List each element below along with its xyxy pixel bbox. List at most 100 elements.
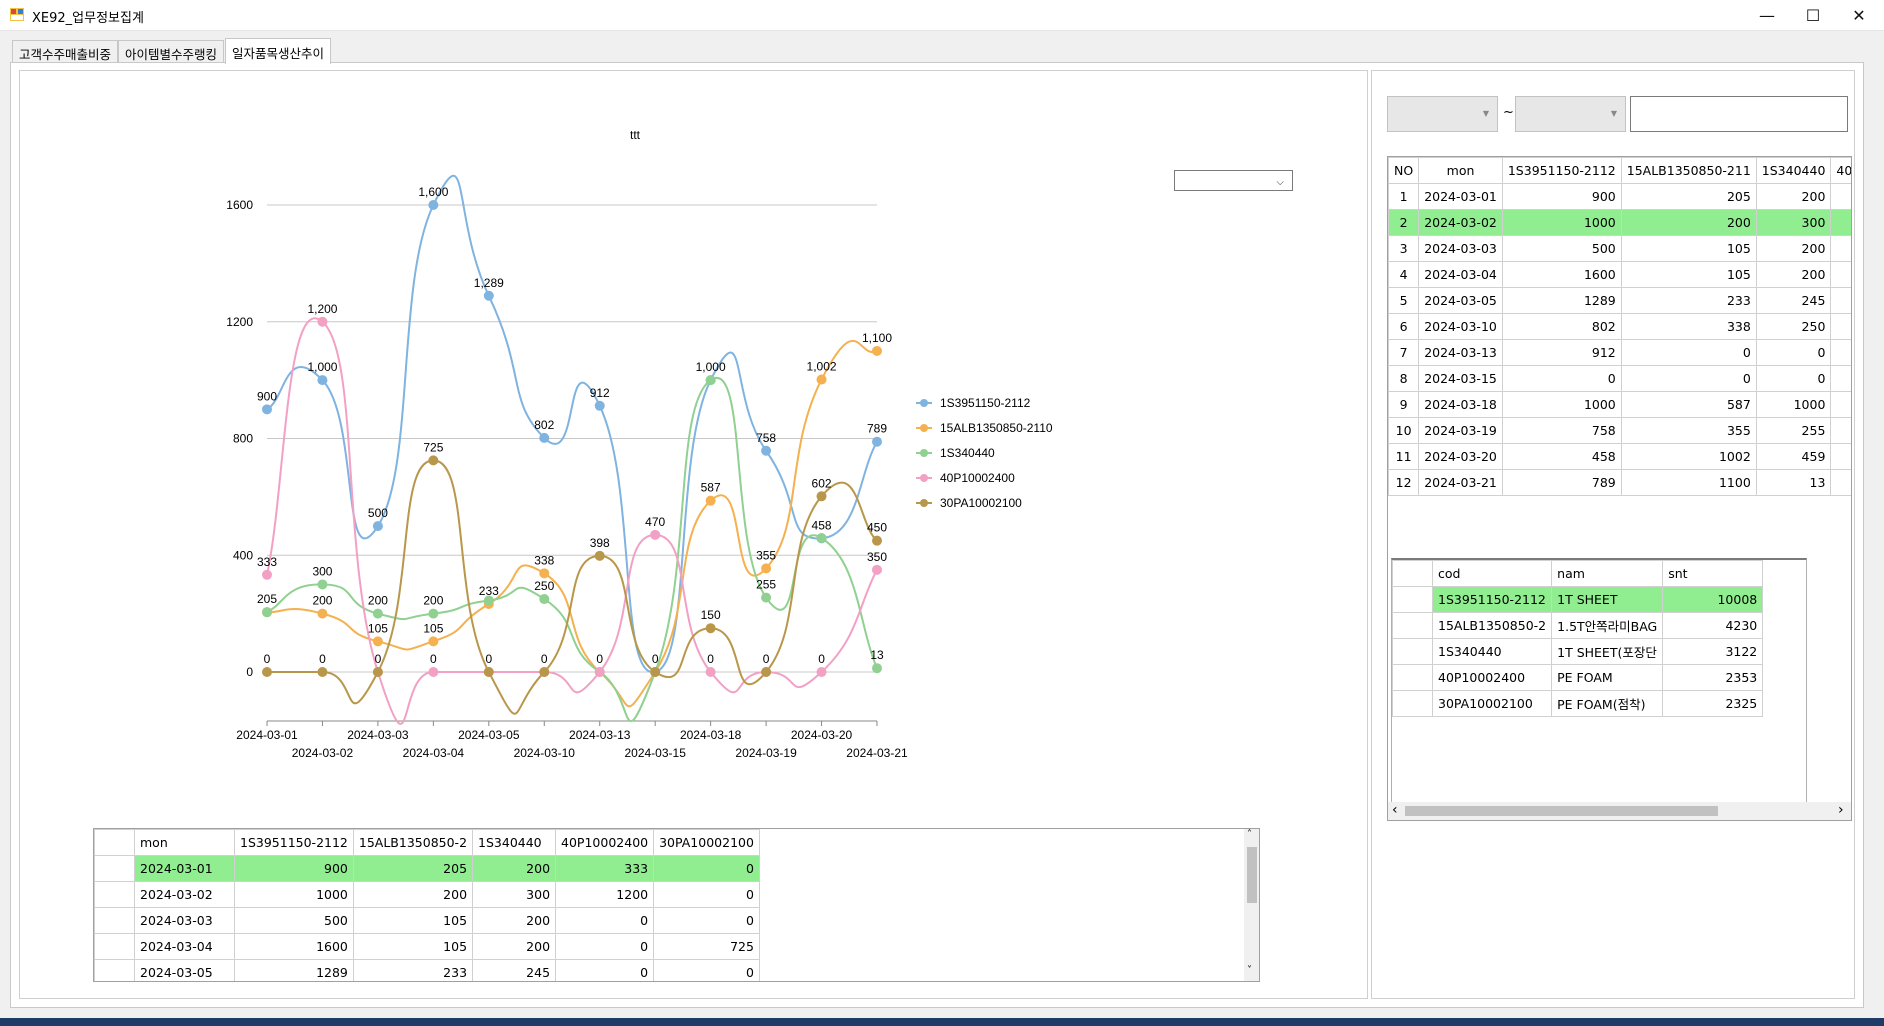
table-cell[interactable]: 11	[1388, 443, 1420, 470]
column-header[interactable]: cod	[1431, 560, 1553, 587]
table-cell[interactable]	[1830, 235, 1851, 262]
row-header[interactable]	[94, 907, 135, 934]
row-header[interactable]	[94, 933, 135, 960]
table-cell[interactable]: 12	[1388, 469, 1420, 496]
column-header[interactable]: NO	[1388, 157, 1420, 184]
column-header[interactable]: mon	[134, 829, 235, 856]
table-row[interactable]: 15ALB1350850-2 1.5T안쪽라미BAG 4230	[1392, 612, 1764, 639]
table-cell[interactable]: 1289	[1501, 287, 1622, 314]
table-cell[interactable]: 2024-03-04	[134, 933, 235, 960]
table-cell[interactable]: 900	[1501, 183, 1622, 210]
table-cell[interactable]: 912	[1501, 339, 1622, 366]
table-cell[interactable]: 200	[472, 907, 557, 934]
table-cell[interactable]: 1000	[234, 881, 354, 908]
table-cell[interactable]: 2024-03-21	[1418, 469, 1503, 496]
table-cell[interactable]: 0	[1620, 339, 1757, 366]
item-total-grid[interactable]: cod nam snt 1S3951150-2112 1T SHEET 10008 15AL…	[1391, 558, 1807, 820]
table-cell[interactable]: 2024-03-18	[1418, 391, 1503, 418]
table-cell[interactable]: 200	[1755, 261, 1832, 288]
table-cell[interactable]: 1S3951150-2112	[1431, 586, 1553, 613]
table-row[interactable]: 10 2024-03-19 758 355 255	[1388, 417, 1851, 444]
table-cell[interactable]: 200	[472, 933, 557, 960]
table-row[interactable]: 5 2024-03-05 1289 233 245	[1388, 287, 1851, 314]
table-cell[interactable]: 1600	[1501, 261, 1622, 288]
table-cell[interactable]: 245	[472, 959, 557, 981]
column-header[interactable]: mon	[1418, 157, 1503, 184]
table-cell[interactable]: 105	[1620, 261, 1757, 288]
table-cell[interactable]: 900	[234, 855, 354, 882]
table-cell[interactable]: 200	[1755, 235, 1832, 262]
table-cell[interactable]: 200	[1620, 209, 1757, 236]
table-cell[interactable]: 802	[1501, 313, 1622, 340]
tab-daily-production[interactable]: 일자품목생산추이	[225, 38, 332, 64]
table-cell[interactable]: 0	[1501, 365, 1622, 392]
to-date-combo[interactable]: ▼	[1515, 96, 1626, 132]
table-cell[interactable]: 0	[653, 907, 760, 934]
row-header-corner[interactable]	[94, 829, 135, 856]
table-cell[interactable]: 13	[1755, 469, 1832, 496]
table-cell[interactable]: 10008	[1662, 586, 1764, 613]
table-cell[interactable]: 0	[555, 933, 655, 960]
table-cell[interactable]: 459	[1755, 443, 1832, 470]
table-cell[interactable]: 2024-03-19	[1418, 417, 1503, 444]
table-cell[interactable]: 15ALB1350850-2	[1431, 612, 1553, 639]
table-cell[interactable]	[1830, 365, 1851, 392]
table-cell[interactable]	[1830, 287, 1851, 314]
table-cell[interactable]: 2024-03-15	[1418, 365, 1503, 392]
table-cell[interactable]: 1200	[555, 881, 655, 908]
table-cell[interactable]: 105	[352, 933, 474, 960]
table-cell[interactable]: 500	[1501, 235, 1622, 262]
table-cell[interactable]: 200	[1755, 183, 1832, 210]
table-cell[interactable]: 0	[1620, 365, 1757, 392]
table-cell[interactable]: 2024-03-03	[1418, 235, 1503, 262]
table-row[interactable]: 11 2024-03-20 458 1002 459	[1388, 443, 1851, 470]
table-cell[interactable]: 0	[653, 881, 760, 908]
table-row[interactable]: 9 2024-03-18 1000 587 1000	[1388, 391, 1851, 418]
table-cell[interactable]: 2353	[1662, 664, 1764, 691]
table-cell[interactable]: 300	[1755, 209, 1832, 236]
table-cell[interactable]: 245	[1755, 287, 1832, 314]
table-cell[interactable]	[1830, 209, 1851, 236]
row-header[interactable]	[94, 855, 135, 882]
table-cell[interactable]: 2024-03-03	[134, 907, 235, 934]
table-cell[interactable]: 758	[1501, 417, 1622, 444]
table-cell[interactable]: 355	[1620, 417, 1757, 444]
table-cell[interactable]: 40P10002400	[1431, 664, 1553, 691]
from-date-combo[interactable]: ▼	[1387, 96, 1498, 132]
row-header[interactable]	[94, 959, 135, 981]
table-cell[interactable]: 205	[1620, 183, 1757, 210]
table-cell[interactable]: 1000	[1501, 209, 1622, 236]
horizontal-scroll-thumb[interactable]	[1405, 806, 1718, 816]
table-cell[interactable]: 2024-03-01	[134, 855, 235, 882]
table-cell[interactable]: 338	[1620, 313, 1757, 340]
table-cell[interactable]	[1830, 443, 1851, 470]
table-cell[interactable]: 1.5T안쪽라미BAG	[1551, 612, 1664, 639]
table-cell[interactable]: 9	[1388, 391, 1420, 418]
table-row[interactable]: 1S340440 1T SHEET(포장단 3122	[1392, 638, 1764, 665]
table-cell[interactable]: 2024-03-10	[1418, 313, 1503, 340]
table-cell[interactable]: 2024-03-20	[1418, 443, 1503, 470]
table-cell[interactable]: 1000	[1501, 391, 1622, 418]
table-row[interactable]: 2024-03-01 900 205 200 333 0	[94, 855, 760, 882]
month-data-grid[interactable]: NO mon 1S3951150-2112 15ALB1350850-211 1S340…	[1387, 156, 1852, 821]
column-header[interactable]: 40P1	[1830, 157, 1851, 184]
vertical-scrollbar[interactable]: ˄ ˅	[1244, 829, 1259, 981]
table-cell[interactable]	[1830, 183, 1851, 210]
row-header[interactable]	[1392, 586, 1433, 613]
table-cell[interactable]: 0	[1755, 339, 1832, 366]
minimize-button[interactable]: —	[1744, 0, 1790, 30]
table-cell[interactable]: 1100	[1620, 469, 1757, 496]
column-header[interactable]: 1S3951150-2112	[1501, 157, 1622, 184]
row-header[interactable]	[1392, 664, 1433, 691]
table-cell[interactable]: 0	[1755, 365, 1832, 392]
table-cell[interactable]: 2	[1388, 209, 1420, 236]
table-cell[interactable]: 233	[352, 959, 474, 981]
scroll-up-icon[interactable]: ˄	[1247, 829, 1252, 840]
row-header[interactable]	[1392, 638, 1433, 665]
table-cell[interactable]: 1002	[1620, 443, 1757, 470]
table-cell[interactable]: 30PA10002100	[1431, 690, 1553, 717]
table-cell[interactable]	[1830, 261, 1851, 288]
table-cell[interactable]	[1830, 417, 1851, 444]
table-cell[interactable]: PE FOAM(점착)	[1551, 690, 1664, 717]
table-cell[interactable]: 0	[653, 959, 760, 981]
